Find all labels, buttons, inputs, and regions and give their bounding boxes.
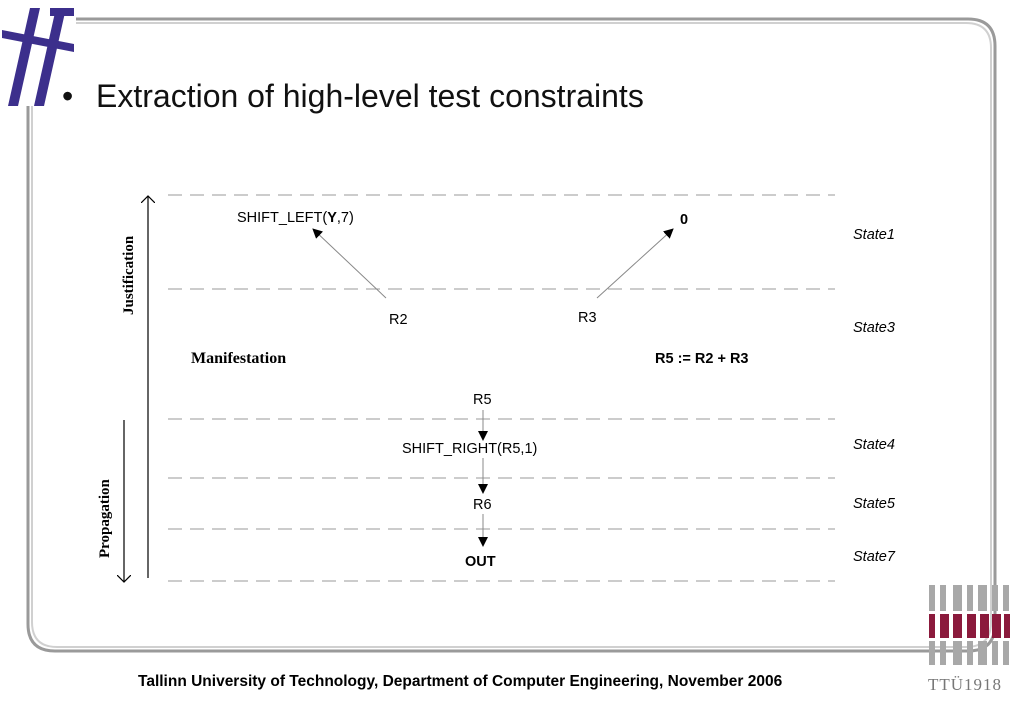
edge-r2-shift-left — [312, 228, 387, 299]
r6-node: R6 — [473, 497, 492, 513]
r2-node: R2 — [389, 312, 408, 328]
r5-node: R5 — [473, 392, 492, 408]
ttu-logo-icon — [929, 585, 1010, 665]
zero-node: 0 — [680, 212, 688, 228]
university-logo-icon — [0, 0, 76, 106]
ttu-logo-text: TTÜ1918 — [928, 675, 1003, 694]
shift-right-node: SHIFT_RIGHT(R5,1) — [402, 441, 537, 457]
state-label: State3 — [853, 320, 895, 336]
shift-left-node: SHIFT_LEFT(Y,7) — [237, 210, 354, 226]
state-separators — [168, 194, 835, 582]
bullet-icon: • — [62, 78, 74, 114]
edge-r3-zero — [596, 228, 674, 299]
slide-title-text: Extraction of high-level test constraint… — [96, 78, 644, 114]
state-label: State4 — [853, 437, 895, 453]
slide-title: • Extraction of high-level test constrain… — [62, 78, 644, 115]
propagation-label: Propagation — [97, 478, 113, 558]
out-node: OUT — [465, 554, 496, 570]
justification-label: Justification — [121, 235, 137, 315]
manifestation-label: Manifestation — [191, 350, 286, 367]
r3-node: R3 — [578, 310, 597, 326]
footer-text: Tallinn University of Technology, Depart… — [138, 673, 783, 690]
equation-label: R5 := R2 + R3 — [655, 351, 749, 367]
state-label: State7 — [853, 549, 896, 565]
state-label: State5 — [853, 496, 896, 512]
state-label: State1 — [853, 227, 895, 243]
